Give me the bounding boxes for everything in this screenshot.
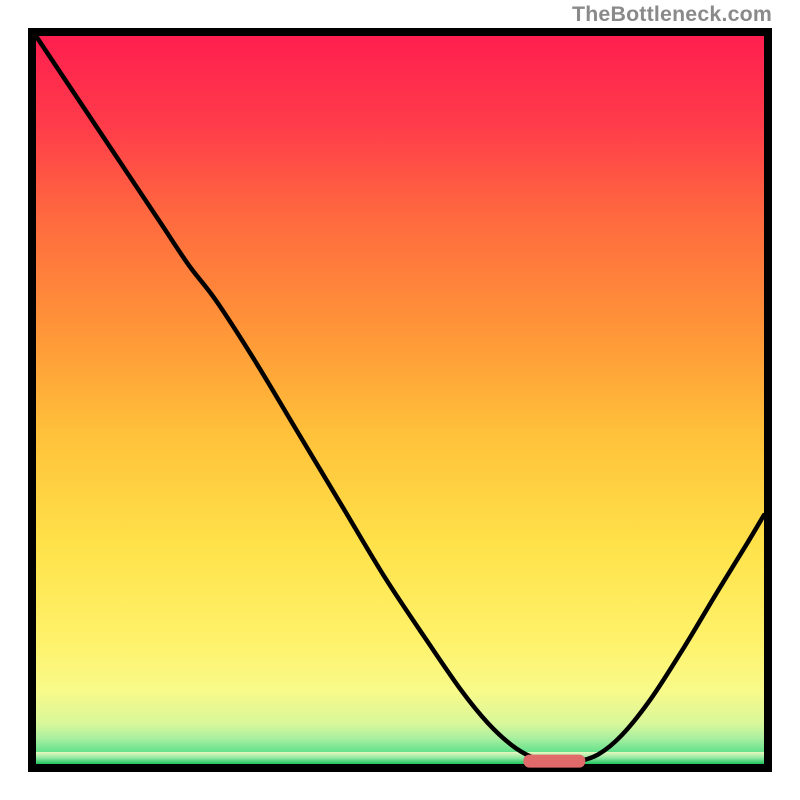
- bottleneck-curve: [36, 36, 764, 763]
- curve-layer: [36, 36, 764, 764]
- watermark-text: TheBottleneck.com: [572, 2, 772, 27]
- chart-container: TheBottleneck.com: [0, 0, 800, 800]
- plot-area: [28, 28, 772, 772]
- optimal-range-marker: [523, 755, 585, 768]
